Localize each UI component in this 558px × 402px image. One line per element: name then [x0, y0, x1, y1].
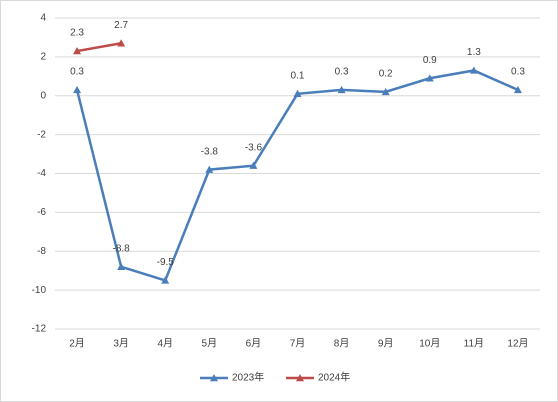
y-tick-label: -2	[37, 129, 46, 140]
y-tick-label: -6	[37, 207, 46, 218]
data-label: 0.2	[379, 69, 393, 80]
data-point	[513, 85, 522, 94]
y-tick-label: -4	[37, 168, 46, 179]
x-tick-label: 2月	[69, 338, 85, 350]
x-tick-label: 9月	[378, 338, 394, 350]
data-label: 2.7	[114, 20, 128, 31]
legend-label: 2023年	[232, 371, 264, 384]
legend-label: 2024年	[318, 371, 350, 384]
y-tick-label: -8	[37, 246, 46, 257]
data-point	[469, 66, 478, 74]
data-point	[117, 39, 126, 47]
y-tick-label: 2	[40, 52, 46, 63]
data-point	[293, 89, 302, 98]
data-label: 2.3	[70, 28, 84, 39]
data-point	[381, 87, 390, 96]
legend-marker	[296, 374, 304, 382]
data-label: 0.3	[511, 67, 525, 78]
data-point	[73, 47, 82, 55]
data-point	[425, 74, 434, 82]
data-label: -3.6	[245, 142, 263, 153]
data-label: 0.9	[423, 55, 437, 66]
data-point	[337, 85, 346, 94]
legend-marker	[210, 374, 218, 382]
data-label: -9.5	[157, 257, 175, 268]
x-tick-label: 10月	[419, 338, 440, 350]
y-tick-label: 4	[40, 13, 46, 24]
data-point	[205, 165, 214, 173]
x-tick-label: 11月	[464, 338, 484, 350]
data-point	[161, 276, 170, 284]
data-point	[249, 161, 258, 169]
y-tick-label: -12	[32, 324, 47, 335]
x-tick-label: 6月	[246, 338, 262, 350]
data-point	[73, 85, 82, 94]
data-label: 1.3	[467, 47, 481, 58]
data-label: 0.3	[70, 67, 84, 78]
data-point	[117, 262, 126, 270]
x-tick-label: 4月	[157, 338, 173, 350]
x-tick-label: 8月	[334, 338, 350, 350]
x-tick-label: 7月	[290, 338, 306, 350]
x-tick-label: 3月	[113, 338, 129, 350]
y-tick-label: 0	[40, 90, 46, 101]
data-label: -3.8	[201, 146, 219, 157]
y-tick-label: -10	[32, 285, 47, 296]
x-tick-label: 5月	[202, 338, 218, 350]
data-label: 0.3	[335, 67, 349, 78]
series-line	[76, 42, 122, 53]
data-label: 0.1	[291, 70, 305, 81]
data-label: -8.8	[113, 243, 131, 254]
x-tick-label: 12月	[507, 338, 528, 350]
